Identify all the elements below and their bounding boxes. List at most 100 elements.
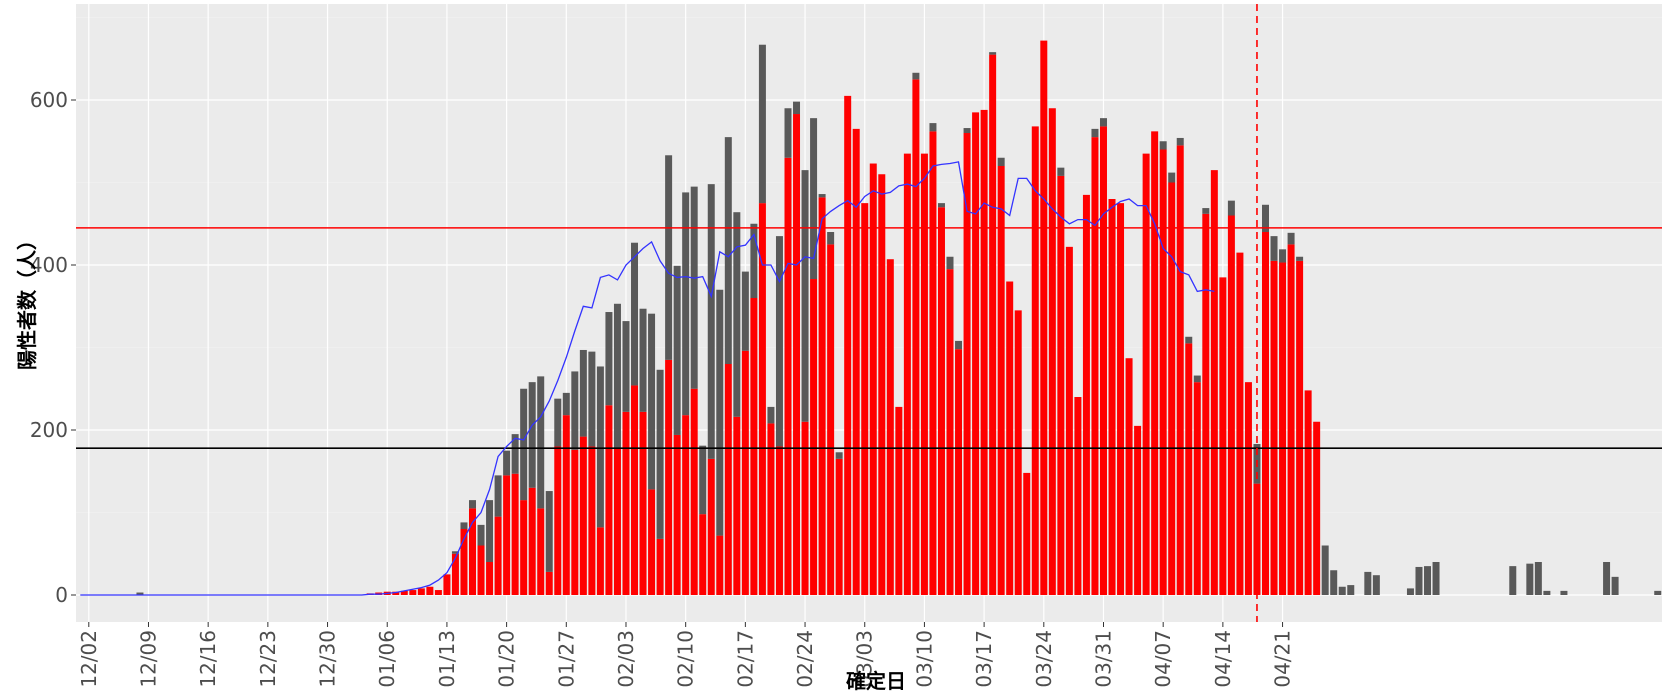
bar-red	[844, 95, 852, 595]
bar-gray	[912, 72, 920, 80]
bar-red	[878, 174, 886, 595]
bar-gray	[451, 551, 459, 554]
bar-gray	[963, 128, 971, 133]
bar-gray	[801, 170, 809, 422]
bar-gray	[520, 388, 528, 501]
bar-red	[451, 553, 459, 595]
bar-red	[537, 508, 545, 595]
x-tick-label: 03/17	[972, 630, 996, 688]
bar-red	[596, 527, 604, 595]
bar-red	[682, 415, 690, 595]
bar-gray	[494, 475, 502, 517]
bar-red	[665, 359, 673, 595]
bar-gray	[1654, 590, 1662, 595]
bar-gray	[673, 265, 681, 435]
bar-red	[1236, 252, 1244, 595]
bar-gray	[946, 256, 954, 270]
bar-red	[733, 416, 741, 595]
bar-red	[810, 279, 818, 595]
bar-red	[648, 489, 656, 595]
bar-red	[622, 411, 630, 595]
bar-gray	[1193, 375, 1201, 383]
x-tick-label: 02/10	[674, 630, 698, 688]
y-tick-label: 400	[30, 253, 68, 277]
bar-gray	[528, 382, 536, 488]
bar-red	[1082, 194, 1090, 595]
bar-red	[1006, 281, 1014, 595]
bar-red	[503, 475, 511, 595]
bar-gray	[1406, 588, 1414, 595]
bar-gray	[1168, 172, 1176, 183]
bar-red	[801, 421, 809, 595]
x-tick-label: 03/03	[853, 630, 877, 688]
bar-gray	[588, 351, 596, 447]
bar-gray	[562, 392, 570, 416]
bar-gray	[1279, 249, 1287, 263]
x-tick-label: 12/09	[137, 630, 161, 688]
bar-red	[912, 79, 920, 595]
bar-red	[673, 434, 681, 595]
bar-gray	[1509, 566, 1517, 595]
bar-gray	[486, 500, 494, 562]
bar-red	[1023, 472, 1031, 595]
bar-red	[1159, 149, 1167, 595]
y-tick-label: 0	[55, 583, 68, 607]
y-tick-label: 600	[30, 88, 68, 112]
bar-red	[903, 153, 911, 595]
bar-gray	[656, 369, 664, 539]
x-tick-label: 04/21	[1271, 630, 1295, 688]
bar-gray	[682, 192, 690, 416]
bar-red	[486, 562, 494, 595]
bar-gray	[1543, 590, 1551, 595]
bar-red	[869, 163, 877, 595]
plot-panel	[76, 4, 1662, 622]
bar-red	[562, 415, 570, 595]
bar-red	[1279, 262, 1287, 595]
bar-red	[895, 406, 903, 595]
bar-red	[1065, 246, 1073, 595]
x-tick-label: 01/20	[495, 630, 519, 688]
bar-red	[1193, 382, 1201, 595]
bar-red	[724, 364, 732, 595]
bar-gray	[469, 500, 476, 509]
bar-red	[588, 446, 596, 595]
bar-red	[400, 590, 408, 595]
bar-red	[861, 203, 869, 595]
bar-red	[469, 508, 476, 595]
x-tick-label: 12/16	[196, 630, 220, 688]
x-tick-label: 01/06	[375, 630, 399, 688]
bar-red	[545, 571, 553, 595]
bar-gray	[1611, 576, 1619, 595]
bar-red	[528, 487, 536, 595]
bar-red	[793, 114, 801, 596]
bar-red	[980, 109, 988, 596]
bar-red	[1040, 40, 1048, 596]
bar-gray	[1338, 586, 1346, 595]
bar-red	[963, 133, 971, 595]
x-tick-label: 01/13	[435, 630, 459, 688]
bar-gray	[1270, 236, 1278, 261]
x-tick-label: 04/14	[1211, 630, 1235, 688]
x-tick-label: 03/31	[1092, 630, 1116, 688]
bar-red	[434, 590, 442, 595]
x-tick-label: 02/17	[733, 630, 757, 688]
bar-red	[639, 411, 647, 595]
bar-red	[1296, 260, 1304, 595]
bar-red	[741, 350, 749, 595]
bar-red	[784, 157, 792, 595]
x-tick-label: 04/07	[1151, 630, 1175, 688]
bar-red	[554, 446, 562, 595]
y-axis-title: 陽性者数（人）	[15, 230, 39, 370]
bar-gray	[997, 157, 1005, 166]
bar-gray	[1603, 562, 1611, 595]
bar-gray	[1424, 566, 1432, 595]
bar-gray	[955, 340, 963, 350]
bar-red	[520, 500, 528, 595]
bar-gray	[1526, 563, 1534, 595]
bar-gray	[690, 186, 698, 389]
bar-red	[767, 423, 775, 595]
bar-red	[494, 516, 502, 595]
bar-gray	[1560, 590, 1568, 595]
bar-gray	[784, 108, 792, 158]
bar-gray	[1432, 562, 1440, 595]
